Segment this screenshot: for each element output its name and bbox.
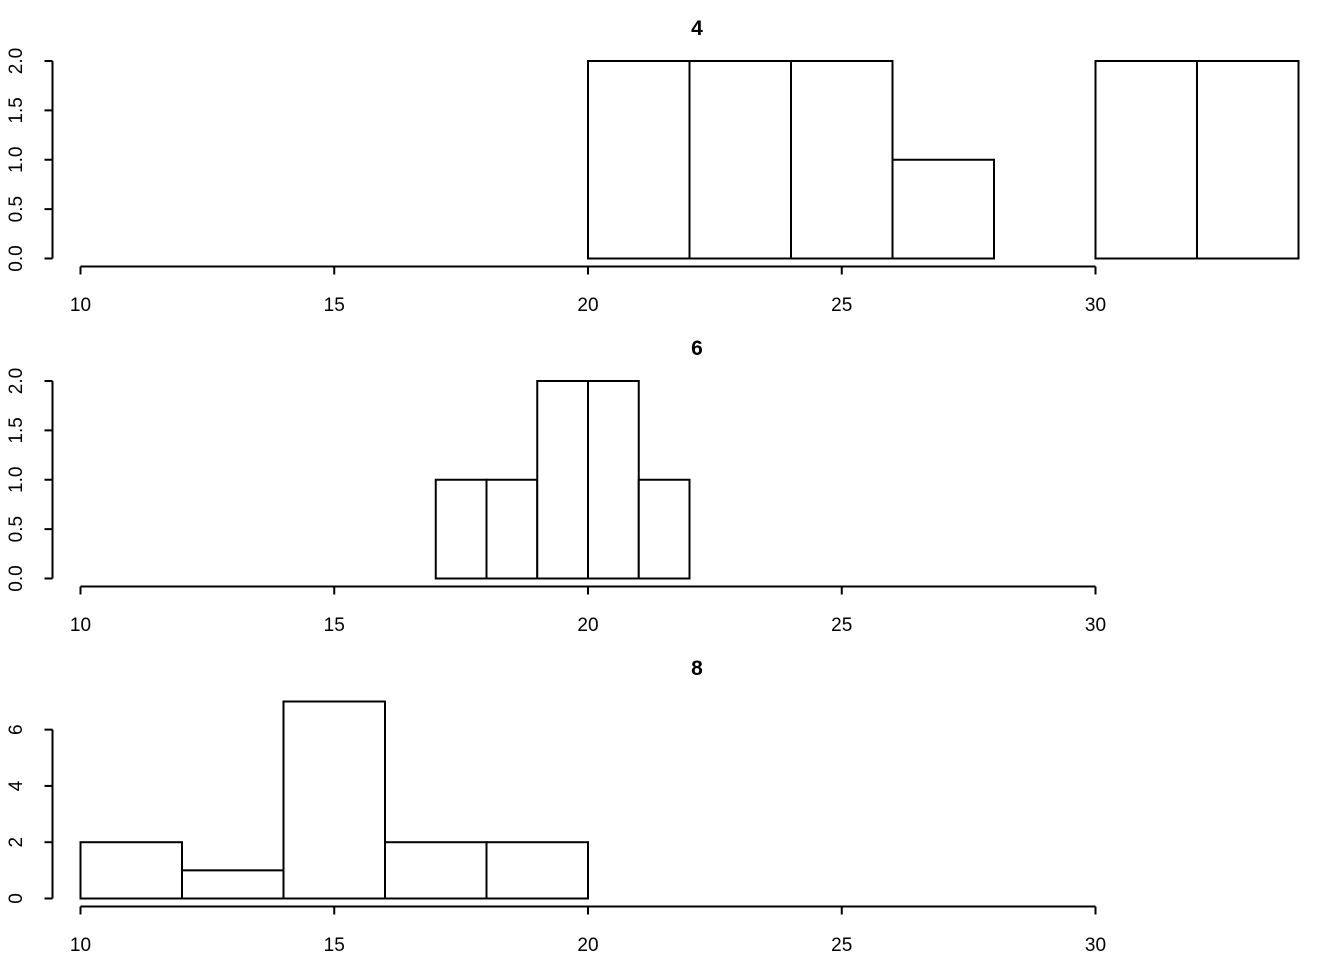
panel-2-bar-4 — [485, 841, 589, 900]
panel-1-y-tick-label-0: 0.0 — [6, 565, 27, 591]
panel-1-bar-1 — [485, 478, 539, 580]
panel-1-y-tick-label-4: 2.0 — [6, 368, 27, 394]
panel-2-y-tick-label-0: 0 — [6, 893, 27, 904]
panel-2-x-tick-label-0: 10 — [70, 935, 91, 956]
panel-0-bar-3 — [891, 158, 995, 260]
panel-0-y-tick-label-1: 0.5 — [6, 196, 27, 222]
panel-2-bar-3 — [384, 841, 488, 900]
panel-2-x-tick-label-4: 30 — [1085, 935, 1106, 956]
panel-2-y-tick-label-1: 2 — [6, 837, 27, 848]
panel-1-x-tick-label-1: 15 — [324, 615, 345, 636]
panel-0-x-tick-label-2: 20 — [577, 295, 598, 316]
panel-2-bar-2 — [282, 700, 386, 900]
panel-2-x-tick-label-1: 15 — [324, 935, 345, 956]
panel-1-bar-2 — [536, 380, 589, 580]
panel-0-y-tick-label-2: 1.0 — [6, 147, 27, 173]
panel-0-bar-2 — [790, 60, 894, 260]
panel-1-bar-3 — [587, 380, 640, 580]
panel-2-bar-0 — [79, 841, 183, 900]
panel-0-x-tick-label-3: 25 — [831, 295, 852, 316]
panel-2-bar-1 — [181, 869, 285, 900]
panel-2-y-tick-label-2: 4 — [6, 780, 27, 791]
panel-1-x-tick-label-0: 10 — [70, 615, 91, 636]
panel-1-y-tick-label-2: 1.0 — [6, 467, 27, 493]
panel-0-bar-6 — [1196, 60, 1300, 260]
panel-1-x-tick-label-4: 30 — [1085, 615, 1106, 636]
panel-0-y-tick-label-3: 1.5 — [6, 97, 27, 123]
panel-0-title: 4 — [691, 17, 703, 40]
panel-1-x-tick-label-3: 25 — [831, 615, 852, 636]
panel-2-x-tick-label-3: 25 — [831, 935, 852, 956]
panel-1-bar-0 — [434, 478, 488, 580]
panel-2-y-tick-label-3: 6 — [6, 724, 27, 735]
panel-2-x-tick-label-2: 20 — [577, 935, 598, 956]
panel-0-bar-0 — [587, 60, 691, 260]
panel-0-y-tick-label-0: 0.0 — [6, 245, 27, 271]
panel-0-y-tick-label-4: 2.0 — [6, 48, 27, 74]
panel-0-bar-1 — [688, 60, 792, 260]
panel-0-x-tick-label-0: 10 — [70, 295, 91, 316]
panel-1-title: 6 — [691, 337, 703, 360]
panel-1-bar-4 — [637, 478, 691, 580]
panel-2-title: 8 — [691, 657, 703, 680]
panel-0-x-tick-label-1: 15 — [324, 295, 345, 316]
panel-0-bar-5 — [1094, 60, 1198, 260]
panel-1-y-tick-label-3: 1.5 — [6, 417, 27, 443]
panel-1-x-tick-label-2: 20 — [577, 615, 598, 636]
panel-0-x-tick-label-4: 30 — [1085, 295, 1106, 316]
panel-1-y-tick-label-1: 0.5 — [6, 516, 27, 542]
